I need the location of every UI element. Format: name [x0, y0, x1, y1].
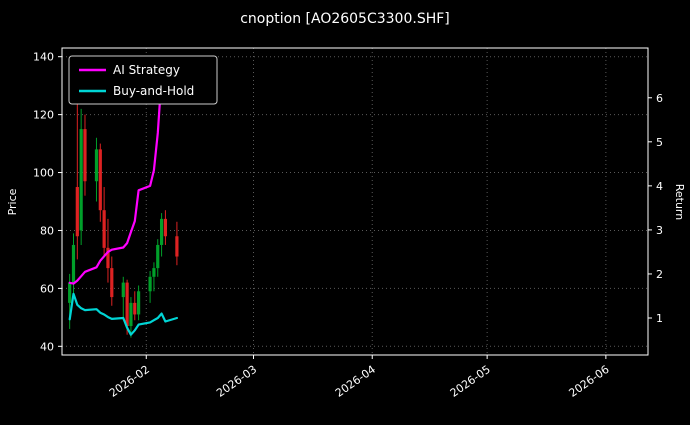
legend-label: Buy-and-Hold: [113, 84, 194, 98]
price-tick-label: 80: [40, 224, 54, 237]
candle-up: [68, 282, 72, 303]
candle-up: [152, 268, 156, 277]
candle-down: [102, 210, 106, 248]
candle-up: [156, 244, 160, 269]
date-tick-label: 2026-04: [333, 363, 378, 400]
line-series: [68, 74, 178, 336]
series-line-buy-and-hold: [68, 292, 178, 336]
price-tick-label: 100: [33, 167, 54, 180]
return-tick-label: 4: [656, 180, 663, 193]
return-tick-label: 1: [656, 312, 663, 325]
candle-down: [83, 129, 87, 182]
candle-down: [125, 282, 129, 327]
candle-up: [137, 291, 141, 315]
candle-down: [75, 187, 79, 237]
return-tick-label: 6: [656, 92, 663, 105]
date-tick-label: 2026-06: [566, 363, 611, 400]
candle-down: [110, 268, 114, 298]
chart-title: cnoption [AO2605C3300.SHF]: [240, 11, 450, 27]
candle-down: [98, 149, 102, 211]
candle-up: [79, 129, 83, 231]
legend: AI Strategy Buy-and-Hold: [68, 55, 218, 105]
date-tick-label: 2026-02: [107, 363, 152, 400]
return-tick-label: 2: [656, 268, 663, 281]
candle-up: [71, 244, 76, 283]
candle-up: [129, 302, 133, 327]
candlestick-series: [68, 85, 179, 338]
candle-down: [133, 302, 137, 315]
legend-label: AI Strategy: [113, 63, 180, 77]
gridlines: [62, 48, 648, 355]
return-tick-label: 5: [656, 136, 663, 149]
price-tick-label: 120: [33, 109, 54, 122]
left-axis-label: Price: [6, 188, 19, 215]
candle-up: [159, 218, 164, 245]
price-tick-label: 40: [40, 340, 54, 353]
candle-up: [148, 276, 152, 292]
right-axis-label: Return: [673, 184, 686, 221]
price-tick-label: 60: [40, 282, 54, 295]
price-tick-label: 140: [33, 51, 54, 64]
candle-down: [106, 247, 110, 269]
series-line-ai-strategy: [68, 74, 163, 285]
candle-up: [121, 282, 125, 298]
candle-up: [94, 149, 99, 182]
date-tick-label: 2026-03: [214, 363, 259, 400]
plot-border: [61, 47, 649, 356]
candle-down: [175, 236, 179, 257]
return-tick-label: 3: [656, 224, 663, 237]
date-tick-label: 2026-05: [448, 363, 493, 400]
candle-down: [163, 218, 168, 237]
